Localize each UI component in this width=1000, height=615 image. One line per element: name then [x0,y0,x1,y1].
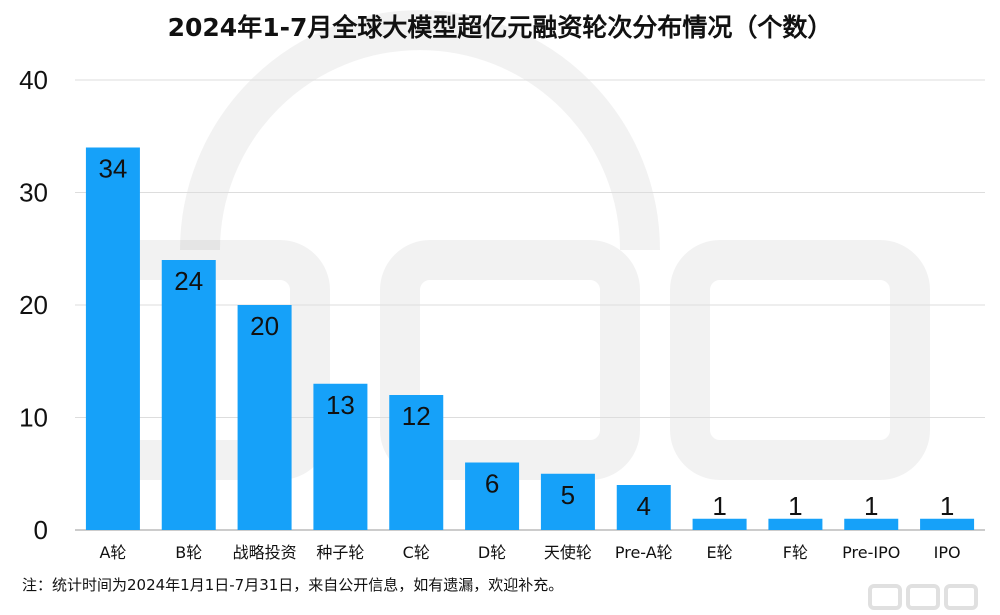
bar [844,518,899,530]
x-tick-label: C轮 [403,543,430,562]
bar [920,518,975,530]
x-tick-label: F轮 [783,543,808,562]
bar [540,473,595,530]
x-tick-label: B轮 [175,543,202,562]
y-tick-label: 30 [19,178,48,208]
bar [768,518,823,530]
bar [692,518,747,530]
data-label: 24 [174,266,203,296]
data-label: 1 [788,491,802,521]
bar [85,147,140,530]
y-tick-label: 40 [19,65,48,95]
data-label: 1 [940,491,954,521]
bar [465,462,520,530]
data-label: 1 [864,491,878,521]
watermark-corner-logo [868,584,978,610]
bar [161,260,216,530]
x-tick-label: 天使轮 [544,543,592,562]
watermark-corner-block [906,584,940,610]
x-tick-label: A轮 [99,543,126,562]
watermark-arc [180,10,660,251]
data-label: 4 [637,491,651,521]
watermark-corner-block [868,584,902,610]
x-tick-label: D轮 [478,543,506,562]
data-label: 34 [98,154,127,184]
footnote: 注：统计时间为2024年1月1日-7月31日，来自公开信息，如有遗漏，欢迎补充。 [22,576,564,594]
data-label: 1 [712,491,726,521]
bar [389,395,444,530]
x-tick-label: E轮 [707,543,733,562]
watermark-block [670,240,930,480]
watermark-corner-block [944,584,978,610]
x-tick-label: IPO [934,543,961,562]
data-label: 6 [485,469,499,499]
x-tick-label: Pre-IPO [842,543,900,562]
bar [313,383,368,530]
y-tick-label: 0 [34,515,48,545]
x-tick-label: 战略投资 [233,543,297,562]
data-label: 13 [326,390,355,420]
x-tick-label: Pre-A轮 [615,543,673,562]
data-label: 5 [561,480,575,510]
bar [237,305,292,530]
watermark-block [380,240,640,480]
data-label: 20 [250,311,279,341]
bar [616,485,671,530]
y-tick-label: 20 [19,290,48,320]
chart-title: 2024年1-7月全球大模型超亿元融资轮次分布情况（个数） [167,13,833,42]
y-tick-label: 10 [19,403,48,433]
x-tick-label: 种子轮 [316,543,364,562]
data-label: 12 [402,401,431,431]
